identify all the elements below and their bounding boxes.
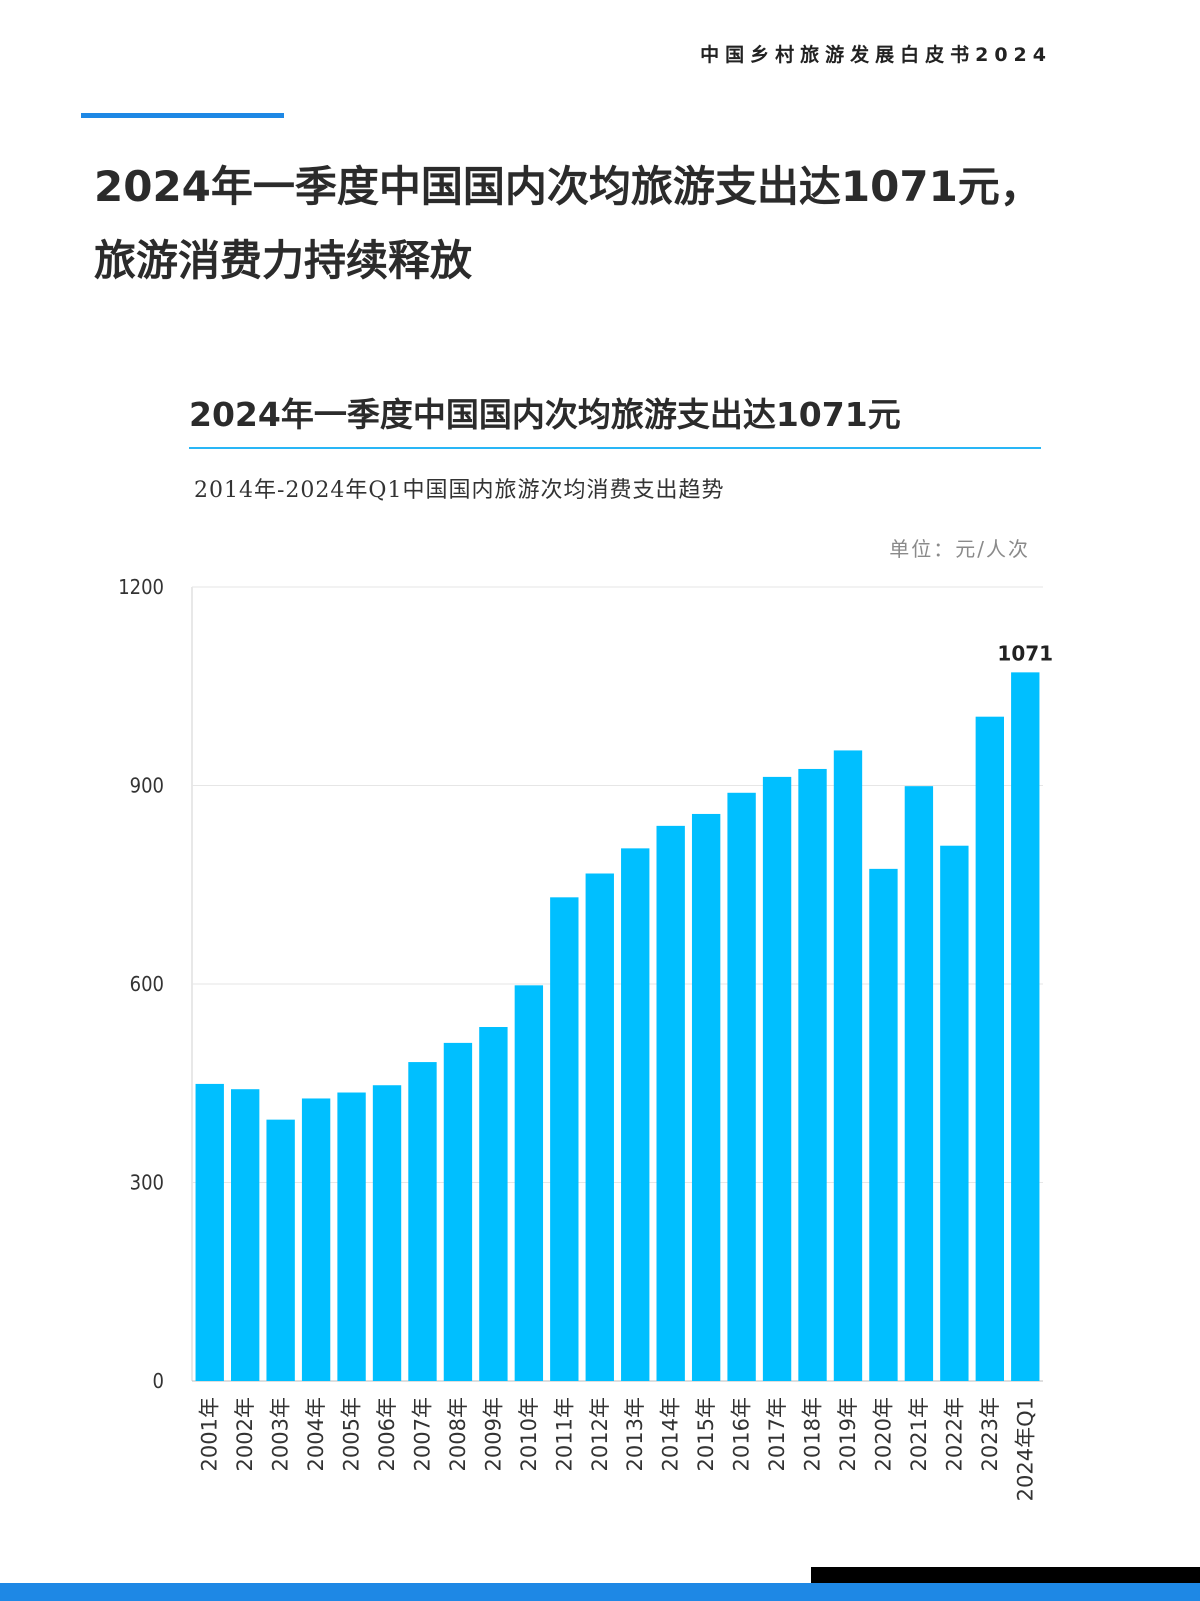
bar [762, 776, 792, 1381]
bar [195, 1083, 224, 1381]
bar [231, 1089, 260, 1381]
bar [550, 897, 579, 1381]
bar [514, 985, 544, 1381]
bar [266, 1119, 295, 1381]
bar [408, 1062, 437, 1381]
x-tick-label: 2009年 [481, 1397, 505, 1471]
footer-blue-bar [0, 1583, 1200, 1601]
bar [479, 1027, 508, 1381]
x-tick-label: 2004年 [304, 1397, 328, 1471]
bar [833, 750, 863, 1381]
y-tick-label: 600 [130, 972, 164, 996]
y-tick-label: 1200 [118, 575, 164, 599]
x-tick-label: 2002年 [233, 1397, 257, 1471]
x-tick-label: 2017年 [765, 1397, 789, 1471]
bar [869, 868, 898, 1381]
x-tick-label: 2008年 [446, 1397, 470, 1471]
data-labels: 1071 [997, 641, 1053, 665]
bar [372, 1085, 402, 1381]
x-tick-label: 2011年 [552, 1397, 576, 1471]
x-tick-label: 2012年 [588, 1397, 612, 1471]
bar [940, 845, 969, 1381]
chart-subtitle: 2014年-2024年Q1中国国内旅游次均消费支出趋势 [194, 478, 725, 503]
x-tick-label: 2005年 [340, 1397, 364, 1471]
y-axis-ticks: 0 300 600 900 1200 [118, 575, 164, 1393]
accent-line [81, 113, 284, 118]
y-tick-label: 900 [130, 774, 164, 798]
bar [656, 825, 685, 1381]
x-axis-labels: 2001年 2002年 2003年 2004年 2005年 2006年 2007年 2008年… [198, 1397, 1038, 1501]
bar [621, 848, 650, 1381]
data-label: 1071 [997, 641, 1053, 665]
bar [727, 792, 756, 1381]
x-tick-label: 2021年 [907, 1397, 931, 1471]
bars [195, 672, 1040, 1381]
page-title: 2024年一季度中国国内次均旅游支出达1071元， 旅游消费力持续释放 [94, 150, 1094, 298]
document-header-title: 中国乡村旅游发展白皮书2024 [700, 44, 1052, 66]
x-tick-label: 2018年 [801, 1397, 825, 1471]
bar [337, 1092, 366, 1381]
bar-chart: 0 300 600 900 1200 2001年 2002年 2003年 2004年 2005年… [118, 575, 1053, 1501]
y-tick-label: 0 [153, 1369, 164, 1393]
x-tick-label: 2016年 [730, 1397, 754, 1471]
x-tick-label: 2006年 [375, 1397, 399, 1471]
chart-title-rule [189, 447, 1041, 449]
bar [798, 768, 827, 1381]
bar [691, 813, 721, 1381]
bar [301, 1098, 331, 1381]
x-tick-label: 2019年 [836, 1397, 860, 1471]
gridlines [191, 586, 1043, 1382]
bar [1011, 672, 1040, 1381]
x-tick-label: 2003年 [269, 1397, 293, 1471]
x-tick-label: 2022年 [942, 1397, 966, 1471]
bar [443, 1042, 473, 1381]
bar [975, 716, 1004, 1381]
x-tick-label: 2013年 [623, 1397, 647, 1471]
x-tick-label: 2024年Q1 [1013, 1397, 1037, 1501]
page-title-line-1: 2024年一季度中国国内次均旅游支出达1071元， [94, 162, 1042, 211]
chart-title: 2024年一季度中国国内次均旅游支出达1071元 [189, 395, 901, 434]
x-tick-label: 2015年 [694, 1397, 718, 1471]
x-tick-label: 2001年 [198, 1397, 222, 1471]
footer-black-bar [811, 1567, 1200, 1585]
bar [904, 786, 934, 1381]
y-tick-label: 300 [130, 1171, 164, 1195]
x-tick-label: 2010年 [517, 1397, 541, 1471]
x-tick-label: 2007年 [410, 1397, 434, 1471]
x-tick-label: 2020年 [871, 1397, 895, 1471]
bar [585, 873, 614, 1381]
x-tick-label: 2014年 [659, 1397, 683, 1471]
x-tick-label: 2023年 [978, 1397, 1002, 1471]
chart-unit-label: 单位：元/人次 [889, 537, 1030, 561]
page-title-line-2: 旅游消费力持续释放 [94, 236, 473, 285]
